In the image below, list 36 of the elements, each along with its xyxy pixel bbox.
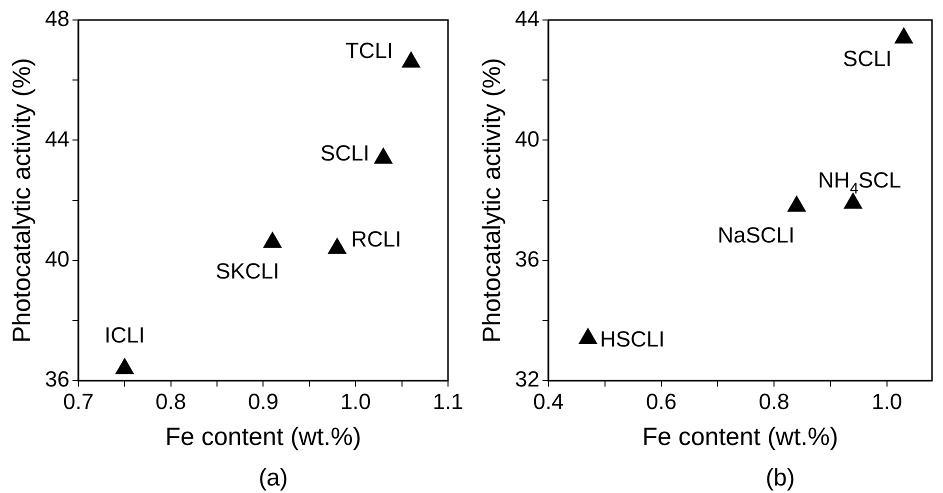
y-tick-label: 36 <box>514 246 540 272</box>
x-axis-title: Fe content (wt.%) <box>642 422 838 451</box>
text: (b) <box>766 464 795 492</box>
x-tick-label: 0.8 <box>758 388 790 414</box>
point <box>844 192 862 209</box>
point <box>374 148 392 164</box>
x-tick-label: 0.6 <box>646 388 677 414</box>
point <box>578 328 598 344</box>
x-tick-label: 0.9 <box>248 388 279 414</box>
y-axis-title: Photocatalytic activity (%) <box>478 58 506 343</box>
y-tick-label: 44 <box>514 6 540 32</box>
point <box>328 238 346 254</box>
y-tick-label: 48 <box>44 6 70 32</box>
annotation: RCLI <box>351 226 402 252</box>
point <box>263 232 282 248</box>
x-tick-label: 1.0 <box>872 388 902 414</box>
x-tick-label: 1.1 <box>432 388 464 414</box>
x-tick-label: 0.8 <box>156 388 186 414</box>
annotation: TCLI <box>345 38 394 64</box>
annotation: ICLI <box>104 322 145 348</box>
annotation: HSCLI <box>600 326 665 352</box>
annotation: NaSCLI <box>718 222 795 248</box>
annotation: SCLI <box>320 140 370 166</box>
y-axis-title: Photocatalytic activity (%) <box>8 58 36 343</box>
y-tick-label: 40 <box>514 126 540 152</box>
y-tick-label: 44 <box>44 126 70 152</box>
annotation: SCLI <box>842 46 892 72</box>
text: (a) <box>258 464 288 492</box>
x-tick-label: 1.0 <box>340 388 371 414</box>
y-tick-label: 40 <box>44 246 70 272</box>
annotation: SKCLI <box>216 258 280 284</box>
x-axis-title: Fe content (wt.%) <box>165 422 362 451</box>
point <box>894 28 913 44</box>
point <box>787 196 806 212</box>
point <box>116 358 134 374</box>
point <box>402 52 420 68</box>
